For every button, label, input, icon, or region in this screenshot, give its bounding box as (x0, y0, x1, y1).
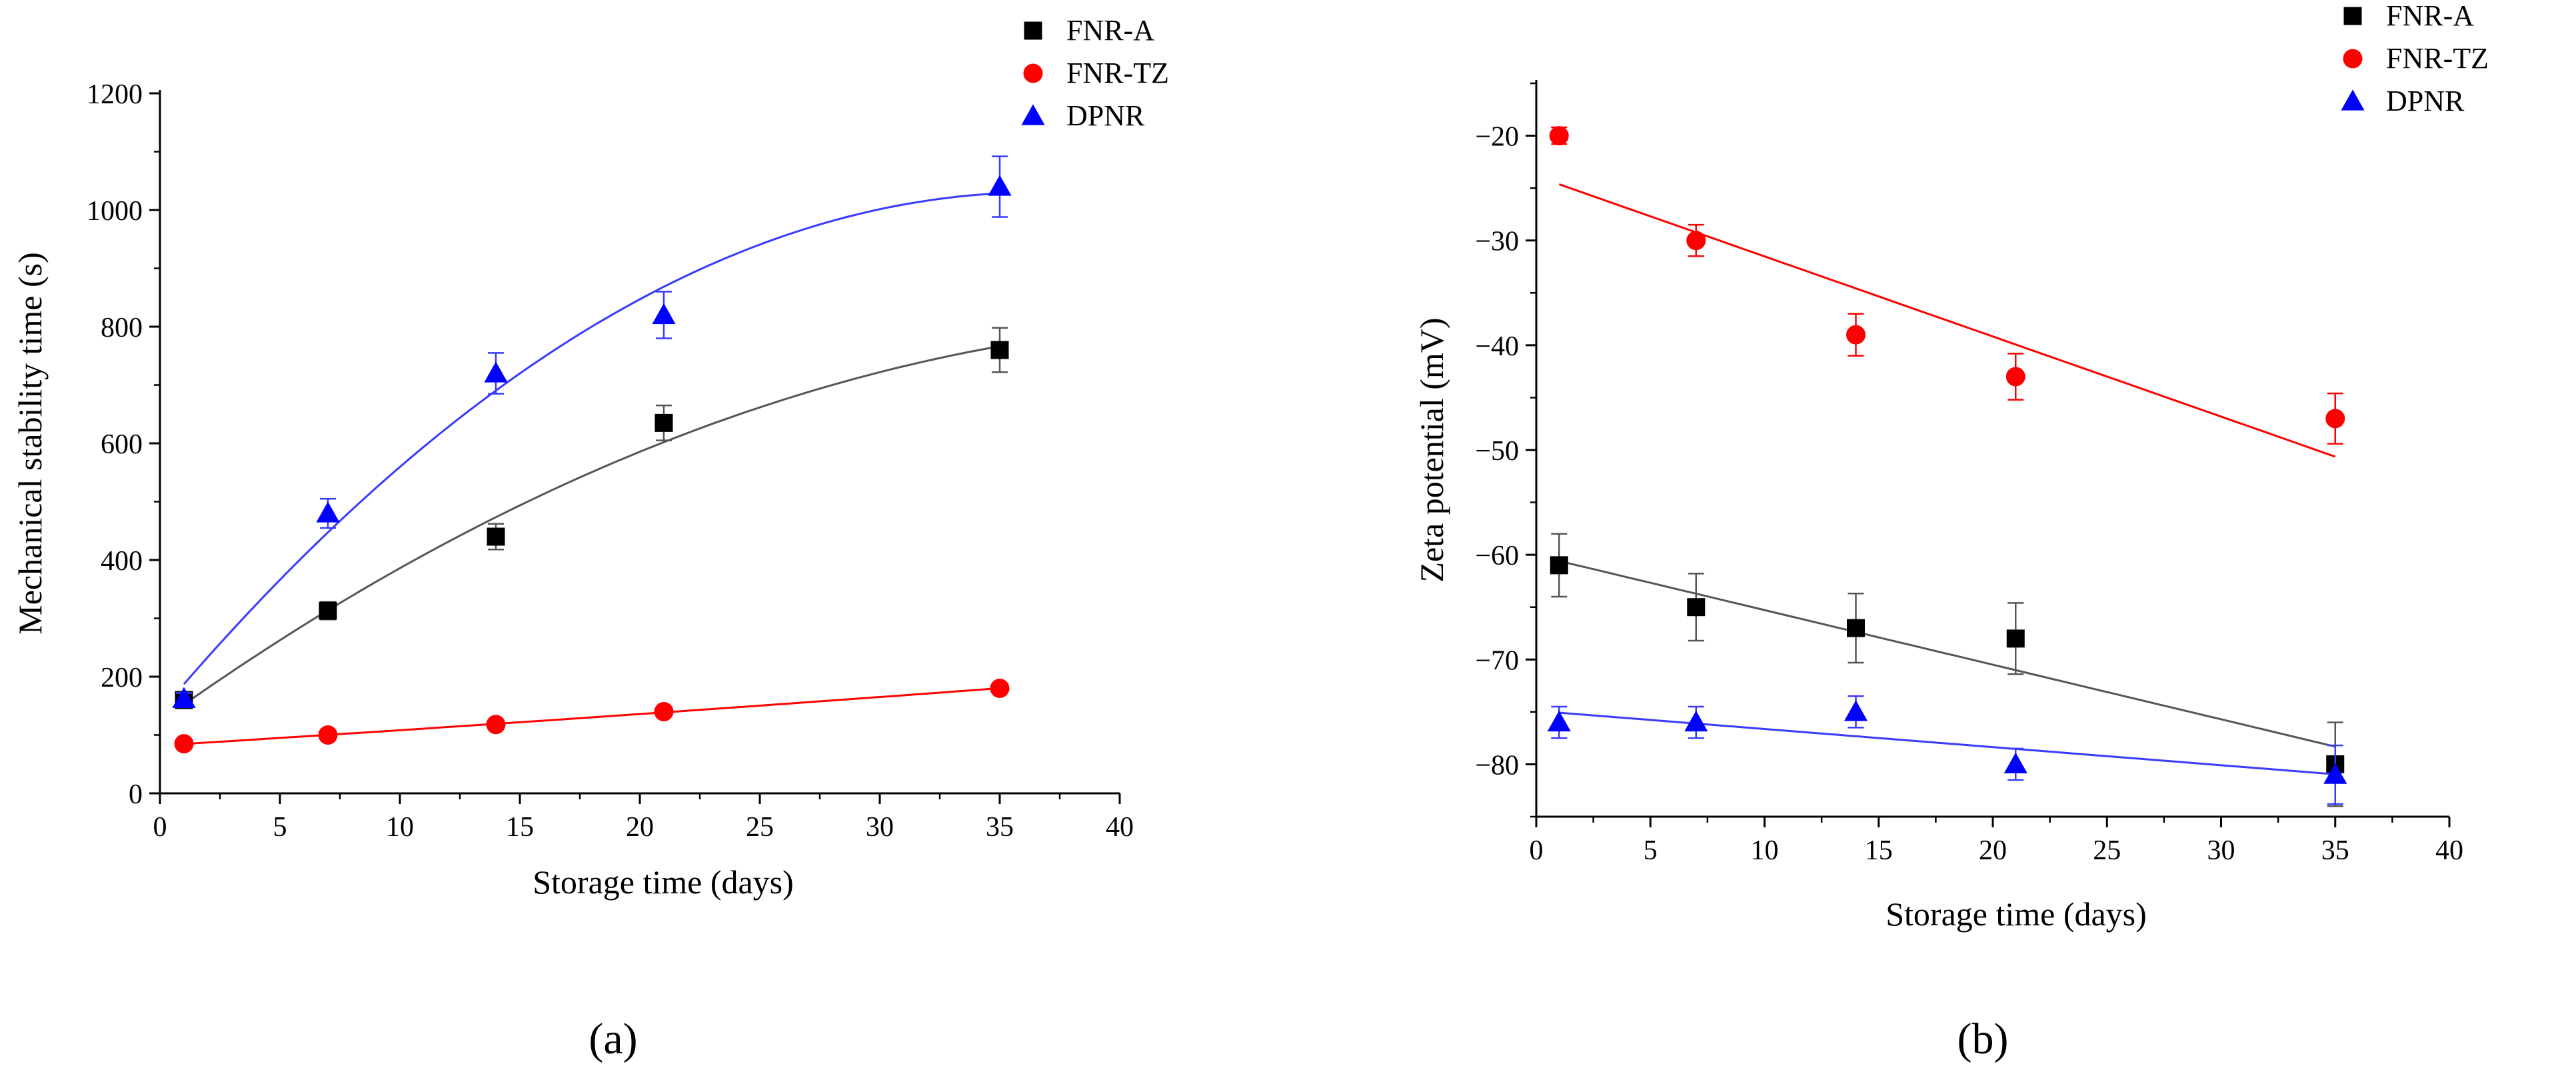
fit-line (183, 687, 1000, 745)
data-point (2325, 409, 2345, 429)
y-tick-label: 1200 (87, 79, 143, 110)
legend: FNR-A FNR-TZ DPNR (2341, 0, 2489, 117)
legend-label: DPNR (2386, 85, 2465, 117)
data-point (654, 413, 673, 432)
data-point (318, 725, 338, 745)
panel-label: (a) (589, 1015, 637, 1063)
x-tick-label: 15 (1865, 835, 1893, 866)
y-axis-title: Zeta potential (mV) (1413, 317, 1450, 582)
y-axis-title: Mechanical stability time (s) (11, 252, 49, 634)
x-axis-title: Storage time (days) (1886, 895, 2147, 933)
y-tick-label: −70 (1475, 645, 1519, 676)
data-point (1847, 619, 1865, 637)
series-fnr-a (175, 327, 1009, 709)
data-point (652, 303, 676, 325)
fit-line (1558, 183, 2336, 458)
data-point (174, 734, 194, 754)
legend-label: FNR-A (2386, 0, 2474, 32)
legend-label: FNR-A (1066, 14, 1154, 47)
data-point (172, 687, 196, 708)
y-tick-label: −30 (1475, 227, 1519, 257)
data-point (1844, 700, 1868, 721)
data-point (1846, 325, 1866, 345)
x-tick-label: 30 (866, 812, 894, 843)
legend-marker (1024, 21, 1042, 40)
x-tick-label: 10 (386, 812, 414, 843)
y-tick-label: −50 (1475, 436, 1519, 467)
data-point (319, 601, 337, 620)
legend-label: DPNR (1066, 99, 1145, 132)
data-point (2005, 367, 2025, 387)
x-tick-label: 0 (1530, 835, 1544, 866)
y-tick-label: 200 (101, 663, 143, 693)
y-tick-label: 600 (101, 429, 143, 460)
data-point (988, 175, 1012, 196)
panel-label: (b) (1957, 1015, 2009, 1063)
fit-line (183, 192, 1000, 685)
data-point (1684, 710, 1708, 732)
chart-panel-b: 0 5 10 15 20 25 30 35 40 −80 −70 −60 −50 −40 −30 −20 Sto… (1413, 0, 2489, 1063)
data-point (654, 702, 674, 721)
y-tick-label: −20 (1475, 122, 1519, 153)
legend-marker (2341, 89, 2365, 111)
x-tick-label: 15 (506, 812, 534, 843)
data-point (2003, 752, 2027, 774)
x-axis-title: Storage time (days) (533, 863, 794, 901)
y-tick-label: 800 (101, 313, 143, 343)
series-fnr-tz (1549, 126, 2345, 458)
y-tick-label: −60 (1475, 541, 1519, 571)
data-point (1686, 231, 1706, 251)
data-point (316, 501, 340, 523)
x-tick-label: 20 (626, 812, 654, 843)
data-point (1547, 710, 1571, 732)
legend: FNR-A FNR-TZ DPNR (1021, 14, 1169, 132)
data-point (1687, 598, 1706, 617)
data-point (2006, 629, 2025, 648)
legend-marker (2343, 7, 2362, 25)
x-tick-label: 35 (2321, 835, 2349, 866)
chart-panel-a: 0 5 10 15 20 25 30 35 40020040060080010001200Sto… (11, 14, 1169, 1063)
x-tick-label: 5 (273, 812, 287, 843)
x-tick-label: 40 (1106, 812, 1134, 843)
y-tick-label: −40 (1475, 331, 1519, 362)
x-tick-label: 40 (2435, 835, 2463, 866)
fit-line (1558, 559, 2336, 748)
x-tick-label: 25 (746, 812, 774, 843)
data-point (990, 679, 1010, 698)
y-tick-label: −80 (1475, 750, 1519, 781)
legend-marker (1023, 63, 1043, 83)
data-point (990, 341, 1009, 359)
x-tick-label: 5 (1644, 835, 1658, 866)
x-tick-label: 35 (986, 812, 1014, 843)
y-tick-label: 0 (129, 779, 143, 810)
x-tick-label: 20 (1979, 835, 2007, 866)
series-fnr-tz (174, 679, 1010, 754)
data-point (1550, 556, 1568, 575)
y-tick-label: 400 (101, 546, 143, 577)
x-tick-label: 10 (1751, 835, 1779, 866)
data-point (1549, 126, 1569, 146)
series-dpnr (1547, 695, 2347, 805)
x-tick-label: 0 (153, 812, 167, 843)
legend-marker (1021, 104, 1045, 125)
data-point (2323, 763, 2347, 784)
fit-line (183, 345, 1000, 705)
data-point (484, 361, 508, 383)
series-dpnr (172, 155, 1012, 708)
legend-label: FNR-TZ (1066, 57, 1169, 89)
legend-label: FNR-TZ (2386, 42, 2489, 75)
x-tick-label: 25 (2093, 835, 2121, 866)
x-tick-label: 30 (2207, 835, 2235, 866)
data-point (487, 527, 505, 546)
fit-line (1559, 711, 2335, 775)
y-tick-label: 1000 (87, 196, 143, 227)
legend-marker (2343, 49, 2363, 69)
data-point (486, 715, 506, 735)
